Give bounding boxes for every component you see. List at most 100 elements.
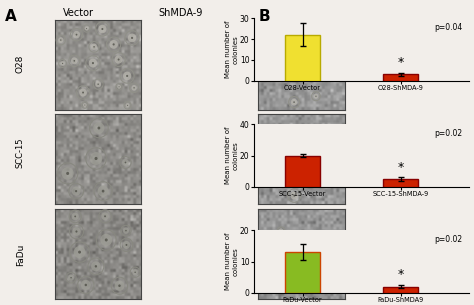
Y-axis label: Mean number of
colonies: Mean number of colonies xyxy=(225,21,238,78)
Circle shape xyxy=(62,63,63,64)
Circle shape xyxy=(293,195,295,197)
Circle shape xyxy=(135,271,136,273)
Circle shape xyxy=(279,134,284,139)
Bar xyxy=(383,74,418,81)
Circle shape xyxy=(75,230,78,233)
Circle shape xyxy=(60,61,65,66)
Circle shape xyxy=(127,105,128,106)
Circle shape xyxy=(100,234,112,246)
Circle shape xyxy=(126,75,128,77)
Circle shape xyxy=(133,87,135,88)
Circle shape xyxy=(131,37,133,39)
Circle shape xyxy=(68,274,74,281)
Circle shape xyxy=(131,85,137,91)
Circle shape xyxy=(86,28,87,29)
Circle shape xyxy=(291,99,297,106)
Circle shape xyxy=(293,101,295,103)
Circle shape xyxy=(105,239,108,242)
Circle shape xyxy=(101,212,109,220)
Circle shape xyxy=(277,262,282,267)
Circle shape xyxy=(277,167,283,173)
Circle shape xyxy=(91,261,100,271)
Bar xyxy=(285,156,320,187)
Circle shape xyxy=(84,105,85,106)
Bar xyxy=(285,252,320,293)
Circle shape xyxy=(93,122,104,134)
Circle shape xyxy=(72,187,81,196)
Circle shape xyxy=(81,280,91,290)
Text: Vector: Vector xyxy=(63,8,94,18)
Circle shape xyxy=(118,59,119,61)
Bar xyxy=(383,287,418,293)
Circle shape xyxy=(98,25,107,33)
Circle shape xyxy=(122,159,129,166)
Circle shape xyxy=(118,86,119,87)
Circle shape xyxy=(112,43,115,45)
Circle shape xyxy=(101,28,103,30)
Circle shape xyxy=(95,265,97,267)
Text: FaDu: FaDu xyxy=(16,243,25,266)
Circle shape xyxy=(75,190,77,192)
Circle shape xyxy=(126,244,128,246)
Circle shape xyxy=(70,277,72,278)
Circle shape xyxy=(118,285,121,287)
Circle shape xyxy=(98,127,100,130)
Circle shape xyxy=(281,230,282,231)
Circle shape xyxy=(117,85,121,89)
Circle shape xyxy=(82,92,84,94)
Circle shape xyxy=(115,281,124,291)
Circle shape xyxy=(66,172,69,175)
Circle shape xyxy=(309,50,314,56)
Circle shape xyxy=(76,34,77,36)
Circle shape xyxy=(109,40,118,49)
Text: A: A xyxy=(5,9,17,24)
Circle shape xyxy=(281,136,282,137)
Circle shape xyxy=(277,73,282,78)
Circle shape xyxy=(73,60,75,62)
Bar xyxy=(383,179,418,187)
Circle shape xyxy=(74,216,76,217)
Circle shape xyxy=(89,59,97,67)
Circle shape xyxy=(58,37,64,43)
Circle shape xyxy=(95,81,101,87)
Text: ShMDA-9: ShMDA-9 xyxy=(158,8,202,18)
Circle shape xyxy=(78,251,81,254)
Circle shape xyxy=(83,103,87,107)
Circle shape xyxy=(102,190,104,192)
Circle shape xyxy=(104,215,106,217)
Text: *: * xyxy=(398,161,404,174)
Bar xyxy=(285,35,320,81)
Circle shape xyxy=(98,185,109,197)
Circle shape xyxy=(60,39,62,41)
Circle shape xyxy=(84,284,87,286)
Circle shape xyxy=(94,157,98,160)
Circle shape xyxy=(280,169,281,170)
Text: SCC-15: SCC-15 xyxy=(16,137,25,168)
Circle shape xyxy=(132,269,138,275)
Y-axis label: Mean number of
colonies: Mean number of colonies xyxy=(226,233,238,290)
Circle shape xyxy=(279,39,283,44)
Text: B: B xyxy=(258,9,270,24)
Circle shape xyxy=(128,34,137,42)
Circle shape xyxy=(315,95,317,97)
Circle shape xyxy=(79,88,87,96)
Circle shape xyxy=(71,57,78,64)
Circle shape xyxy=(62,167,73,180)
Circle shape xyxy=(92,62,94,64)
Circle shape xyxy=(311,52,312,53)
Circle shape xyxy=(125,162,127,163)
Circle shape xyxy=(123,241,130,249)
Text: *: * xyxy=(398,56,404,69)
Circle shape xyxy=(73,246,85,258)
Circle shape xyxy=(279,75,281,76)
Circle shape xyxy=(115,56,123,64)
Text: O28: O28 xyxy=(16,55,25,73)
Circle shape xyxy=(93,46,95,48)
Circle shape xyxy=(279,264,281,265)
Circle shape xyxy=(72,227,81,236)
Circle shape xyxy=(313,94,319,99)
Text: p=0.02: p=0.02 xyxy=(435,129,463,138)
Text: p=0.04: p=0.04 xyxy=(435,23,463,32)
Circle shape xyxy=(73,31,80,38)
Circle shape xyxy=(91,44,97,50)
